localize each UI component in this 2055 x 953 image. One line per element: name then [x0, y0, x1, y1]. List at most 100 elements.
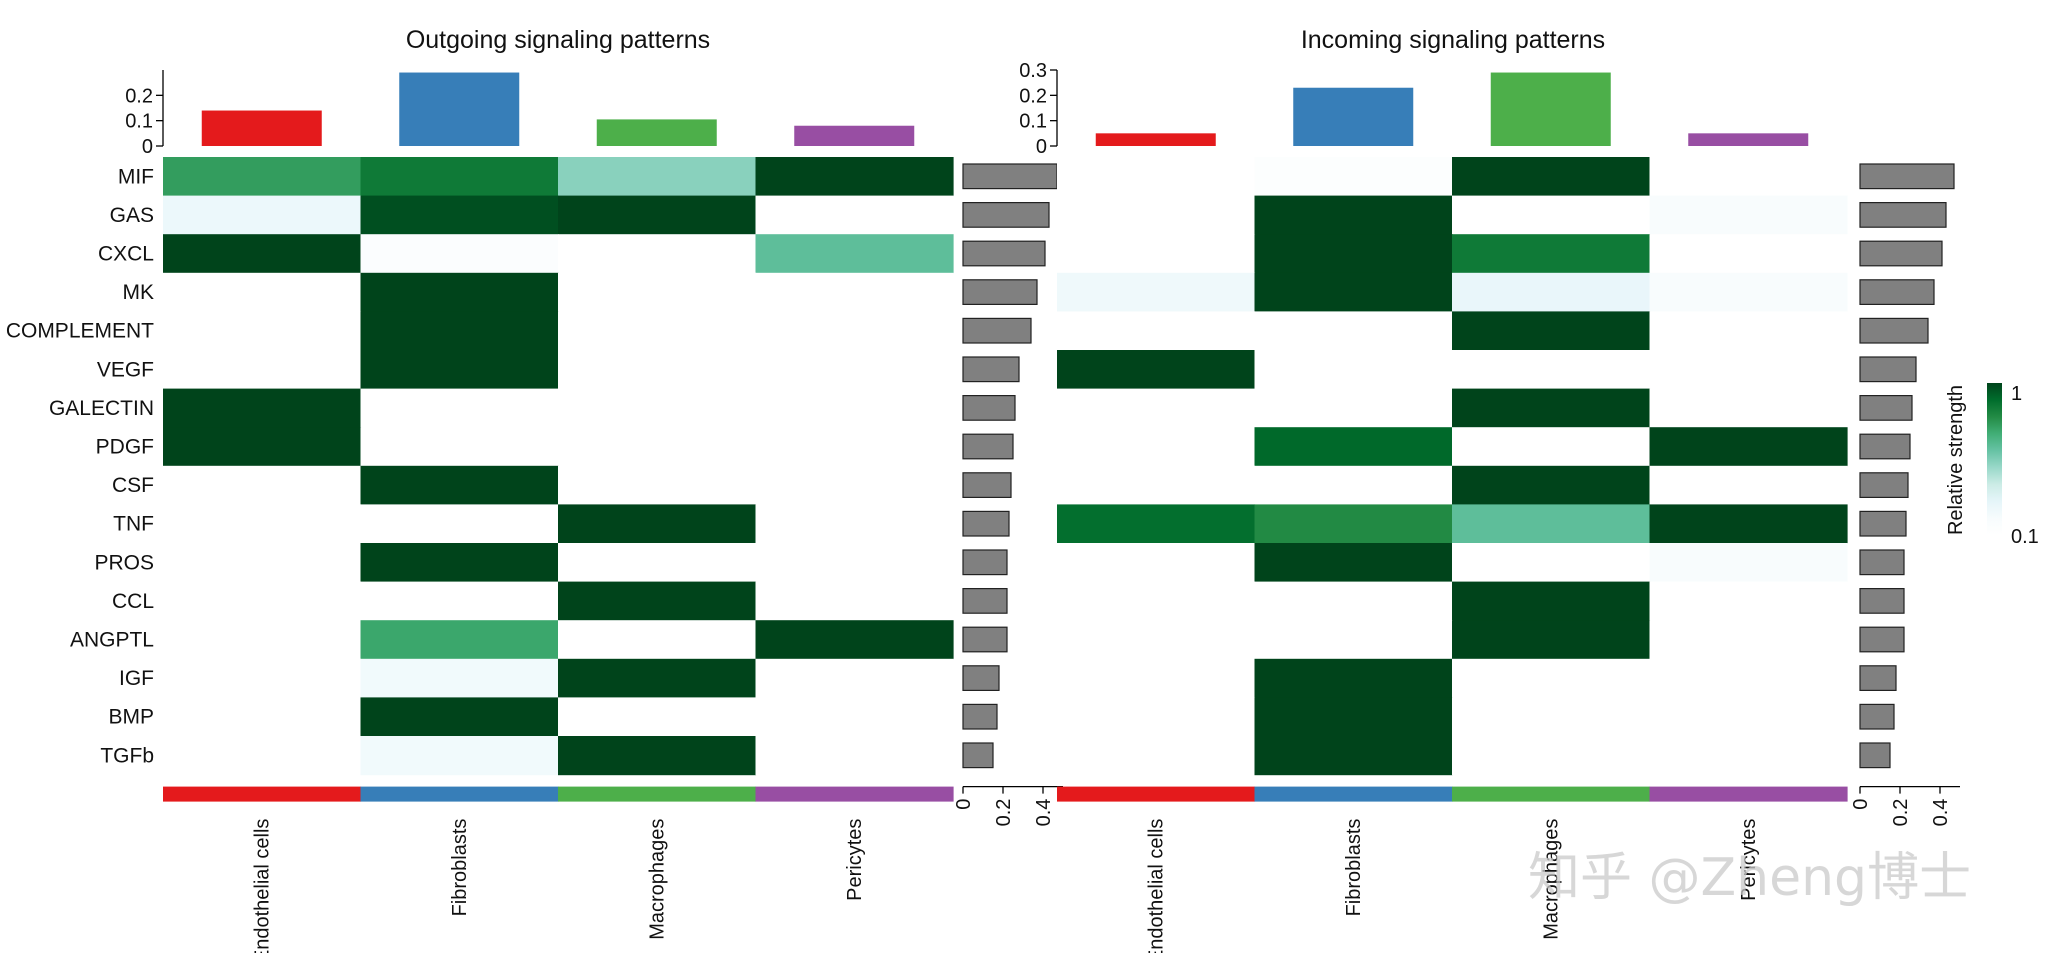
cell-type-strip-fibroblasts: [360, 786, 559, 802]
row-bar-tgfb: [962, 742, 994, 769]
heat-cell-bmp-macrophages: [1452, 697, 1651, 737]
row-bar-cxcl: [962, 240, 1046, 267]
row-bar-mif: [962, 163, 1058, 190]
heat-cell-tnf-macrophages: [1452, 504, 1651, 544]
heat-cell-complement-pericytes: [755, 311, 954, 351]
heat-cell-mk-pericytes: [1649, 272, 1848, 312]
row-bar-vegf: [962, 356, 1020, 383]
heat-cell-csf-macrophages: [1452, 465, 1651, 505]
heat-cell-bmp-fibroblasts: [360, 697, 559, 737]
heat-cell-igf-pericytes: [1649, 658, 1848, 698]
heat-cell-igf-endothelial-cells: [1057, 658, 1256, 698]
row-bar-vegf: [1859, 356, 1917, 383]
heat-cell-pdgf-macrophages: [558, 427, 757, 467]
row-bar-tgfb: [1859, 742, 1891, 769]
heat-cell-igf-fibroblasts: [360, 658, 559, 698]
row-bar-gas: [962, 202, 1050, 228]
top-bar-macrophages: [596, 119, 717, 146]
row-label-tnf: TNF: [113, 513, 154, 536]
column-label-macrophages: Macrophages: [1541, 819, 1563, 940]
heat-cell-tgfb-pericytes: [755, 736, 954, 776]
heat-cell-tgfb-fibroblasts: [1254, 736, 1453, 776]
right-bar-tick-label: 0.2: [993, 799, 1015, 827]
row-bar-galectin: [962, 395, 1016, 421]
heat-cell-gas-endothelial-cells: [1057, 195, 1256, 235]
heat-cell-cxcl-endothelial-cells: [163, 234, 362, 274]
heat-cell-angptl-endothelial-cells: [163, 620, 362, 660]
heat-cell-gas-macrophages: [558, 195, 757, 235]
heat-cell-ccl-fibroblasts: [1254, 581, 1453, 621]
heat-cell-complement-pericytes: [1649, 311, 1848, 351]
top-bar-macrophages: [1490, 72, 1611, 146]
heat-cell-pros-endothelial-cells: [1057, 543, 1256, 583]
row-label-gas: GAS: [110, 204, 154, 227]
row-bar-igf: [962, 665, 1000, 691]
row-bar-mk: [1859, 279, 1935, 305]
heat-cell-ccl-macrophages: [1452, 581, 1651, 621]
heat-cell-csf-fibroblasts: [1254, 465, 1453, 505]
top-bar-tick-label: 0.3: [1019, 60, 1047, 82]
heat-cell-cxcl-endothelial-cells: [1057, 234, 1256, 274]
heat-cell-gas-pericytes: [1649, 195, 1848, 235]
heat-cell-pdgf-fibroblasts: [1254, 427, 1453, 467]
heat-cell-ccl-macrophages: [558, 581, 757, 621]
row-bar-complement: [962, 317, 1032, 344]
heat-cell-mk-fibroblasts: [360, 272, 559, 312]
heat-cell-bmp-pericytes: [755, 697, 954, 737]
row-label-angptl: ANGPTL: [70, 629, 154, 652]
heat-cell-pdgf-pericytes: [1649, 427, 1848, 467]
heat-cell-galectin-endothelial-cells: [163, 388, 362, 428]
top-bar-fibroblasts: [399, 72, 520, 146]
row-bar-csf: [962, 472, 1012, 498]
heat-cell-tnf-pericytes: [755, 504, 954, 544]
top-bar-pericytes: [1688, 133, 1809, 146]
cell-type-strip-endothelial-cells: [1057, 786, 1256, 802]
heat-cell-complement-endothelial-cells: [163, 311, 362, 351]
right-bar-tick-label: 0.4: [1930, 799, 1952, 827]
row-bar-complement: [1859, 317, 1929, 344]
heat-cell-igf-macrophages: [558, 658, 757, 698]
heat-cell-angptl-pericytes: [755, 620, 954, 660]
row-bar-bmp: [1859, 703, 1895, 730]
heat-cell-mk-fibroblasts: [1254, 272, 1453, 312]
heat-cell-tgfb-macrophages: [1452, 736, 1651, 776]
heat-cell-pdgf-fibroblasts: [360, 427, 559, 467]
heat-cell-igf-macrophages: [1452, 658, 1651, 698]
heat-cell-vegf-macrophages: [558, 350, 757, 390]
heat-cell-mif-fibroblasts: [1254, 157, 1453, 197]
heat-cell-csf-macrophages: [558, 465, 757, 505]
row-bar-pros: [1859, 549, 1905, 576]
row-label-galectin: GALECTIN: [49, 397, 154, 420]
heat-cell-csf-fibroblasts: [360, 465, 559, 505]
heat-cell-mif-endothelial-cells: [1057, 157, 1256, 197]
heat-cell-bmp-pericytes: [1649, 697, 1848, 737]
heat-cell-vegf-pericytes: [755, 350, 954, 390]
heat-cell-mk-pericytes: [755, 272, 954, 312]
row-bar-pdgf: [1859, 433, 1911, 460]
heat-cell-tgfb-macrophages: [558, 736, 757, 776]
heat-cell-complement-macrophages: [1452, 311, 1651, 351]
column-label-endothelial-cells: Endothelial cells: [252, 819, 274, 953]
row-bar-angptl: [1859, 626, 1905, 653]
row-label-ccl: CCL: [112, 590, 154, 613]
heat-cell-mk-endothelial-cells: [163, 272, 362, 312]
row-label-mk: MK: [123, 281, 155, 304]
row-label-bmp: BMP: [108, 706, 154, 729]
panel-1: 0 0.1 0.2 0.3 Endothelial cells Fibroblasts Ma…: [1019, 60, 1960, 953]
row-bar-bmp: [962, 703, 998, 730]
row-label-igf: IGF: [119, 667, 154, 690]
heat-cell-mif-macrophages: [558, 157, 757, 197]
heat-cell-pros-fibroblasts: [1254, 543, 1453, 583]
row-bar-csf: [1859, 472, 1909, 498]
heat-cell-galectin-fibroblasts: [360, 388, 559, 428]
heat-cell-vegf-fibroblasts: [360, 350, 559, 390]
row-label-pros: PROS: [94, 551, 154, 574]
incoming-panel-title: Incoming signaling patterns: [1301, 26, 1605, 54]
heat-cell-mk-macrophages: [1452, 272, 1651, 312]
heat-cell-tnf-macrophages: [558, 504, 757, 544]
row-bar-cxcl: [1859, 240, 1943, 267]
row-label-pdgf: PDGF: [96, 436, 154, 459]
top-bar-pericytes: [794, 125, 915, 146]
legend-title: Relative strength: [1945, 385, 1967, 535]
